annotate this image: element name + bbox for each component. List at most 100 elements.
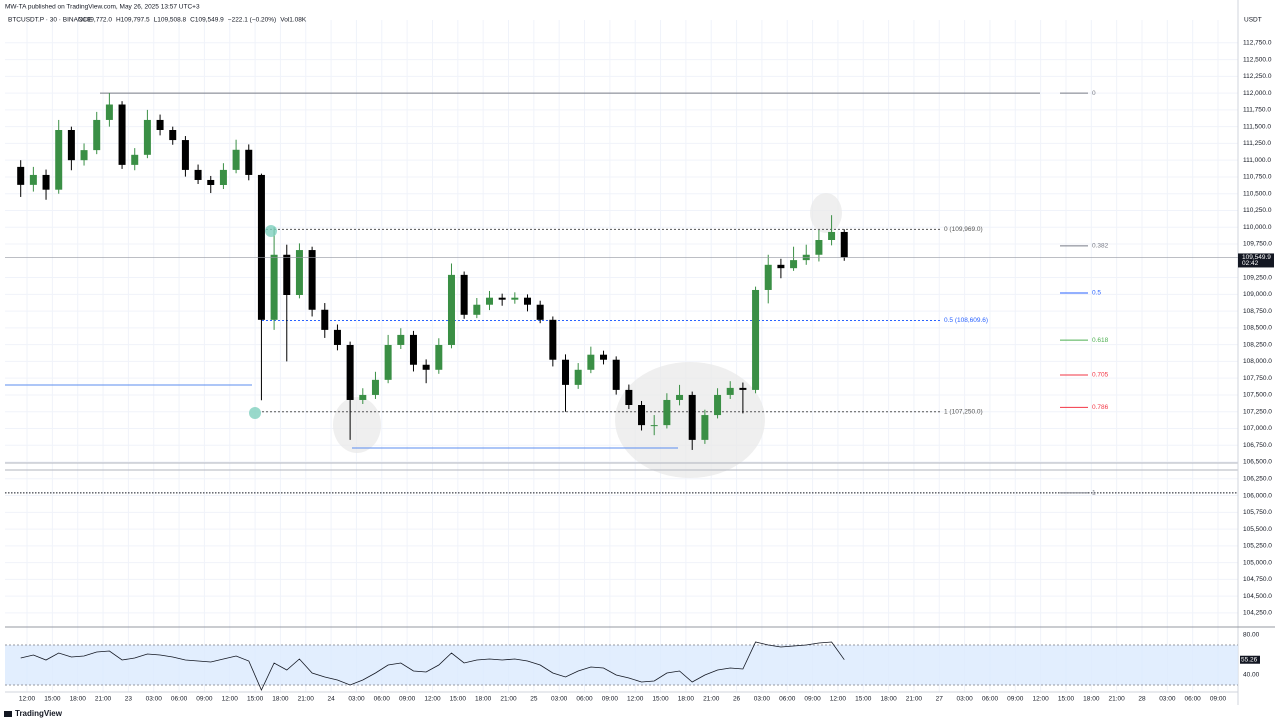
- y-tick-label: 109,750.0: [1243, 241, 1272, 248]
- x-tick-label: 18:00: [475, 696, 492, 703]
- fib-level-label: 0.705: [1092, 372, 1109, 379]
- y-tick-label: 105,500.0: [1243, 526, 1272, 533]
- candle-body: [549, 319, 557, 360]
- y-tick-label: 107,000.0: [1243, 425, 1272, 432]
- candle-body: [67, 130, 75, 161]
- candle-body: [790, 260, 798, 269]
- candle-body: [638, 405, 646, 426]
- range-level-label: 1 (107,250.0): [944, 408, 983, 415]
- axis-unit: USDT: [1244, 17, 1262, 24]
- y-tick-label: 111,750.0: [1243, 107, 1271, 114]
- y-tick-label: 110,750.0: [1243, 174, 1272, 181]
- anchor-point: [265, 225, 277, 237]
- x-tick-label: 03:00: [956, 696, 973, 703]
- candle-body: [562, 359, 570, 385]
- candle-body: [359, 394, 367, 400]
- last-price-tag: [1238, 253, 1274, 268]
- candle-body: [726, 387, 734, 395]
- candle-body: [333, 329, 341, 345]
- attribution: MW-TA published on TradingView.com, May …: [5, 4, 200, 11]
- y-tick-label: 112,500.0: [1243, 56, 1272, 63]
- x-tick-label: 21:00: [95, 696, 112, 703]
- y-tick-label: 111,500.0: [1243, 123, 1271, 130]
- y-tick-label: 110,500.0: [1243, 190, 1272, 197]
- candle-body: [232, 149, 240, 170]
- y-tick-label: 111,000.0: [1243, 157, 1271, 164]
- candle-body: [777, 264, 785, 269]
- fib-level-label: 0.618: [1092, 337, 1109, 344]
- fib-level-label: 0.786: [1092, 404, 1109, 411]
- candle-body: [257, 174, 265, 320]
- y-tick-label: 112,000.0: [1243, 90, 1272, 97]
- fib-level-label: 1: [1092, 490, 1096, 497]
- candle-body: [828, 231, 836, 240]
- y-tick-label: 104,750.0: [1243, 576, 1272, 583]
- x-tick-label: 03:00: [551, 696, 568, 703]
- candle-body: [270, 254, 278, 320]
- last-price-label: 109,549.9: [1242, 254, 1271, 261]
- rsi-tick-label: 80.00: [1243, 632, 1260, 639]
- x-tick-label: 21:00: [703, 696, 720, 703]
- candle-body: [194, 169, 202, 180]
- y-tick-label: 105,750.0: [1243, 509, 1272, 516]
- x-tick-label: 03:00: [146, 696, 163, 703]
- x-tick-label: 09:00: [1210, 696, 1227, 703]
- candle-body: [143, 119, 151, 155]
- y-tick-label: 110,000.0: [1243, 224, 1272, 231]
- y-tick-label: 106,750.0: [1243, 442, 1272, 449]
- candle-body: [321, 309, 329, 330]
- x-tick-label: 06:00: [982, 696, 999, 703]
- candle-body: [612, 359, 620, 390]
- ohlc-value: O109,772.0: [78, 17, 112, 24]
- x-tick-label: 15:00: [450, 696, 467, 703]
- candle-body: [435, 344, 443, 370]
- anchor-point: [249, 407, 261, 419]
- x-tick-label: 15:00: [247, 696, 264, 703]
- candle-body: [587, 354, 595, 370]
- candle-body: [498, 297, 506, 300]
- y-tick-label: 106,250.0: [1243, 475, 1272, 482]
- x-tick-label: 03:00: [1159, 696, 1176, 703]
- candle-body: [511, 297, 519, 300]
- ohlc-value: C109,549.9: [190, 17, 224, 24]
- marks: O109,772.0 H109,797.5 L109,508.8 C109,549.9…: [5, 17, 1274, 703]
- ohlc-value: L109,508.8: [154, 17, 187, 24]
- x-tick-label: 15:00: [1058, 696, 1075, 703]
- candle-body: [409, 334, 417, 365]
- rsi-line: [20, 641, 845, 691]
- ohlc-value: H109,797.5: [116, 17, 150, 24]
- x-tick-label: 09:00: [1007, 696, 1024, 703]
- x-tick-label: 09:00: [602, 696, 619, 703]
- x-tick-label: 06:00: [779, 696, 796, 703]
- candle-body: [840, 231, 848, 258]
- x-tick-label: 12:00: [1032, 696, 1049, 703]
- candle-body: [397, 334, 405, 345]
- y-tick-label: 110,250.0: [1243, 207, 1272, 214]
- y-tick-label: 109,000.0: [1243, 291, 1272, 298]
- candle-body: [600, 354, 608, 360]
- rsi-tick-label: 40.00: [1243, 672, 1260, 679]
- candle-body: [118, 104, 126, 165]
- candle-body: [676, 394, 684, 400]
- brand: TradingView: [15, 709, 63, 718]
- y-tick-label: 107,750.0: [1243, 375, 1272, 382]
- candle-body: [536, 304, 544, 320]
- x-tick-label: 24: [327, 696, 335, 703]
- ohlc-value: Vol1.08K: [280, 17, 307, 24]
- y-tick-label: 107,250.0: [1243, 408, 1272, 415]
- candle-body: [663, 399, 671, 426]
- fib-level-label: 0.5: [1092, 290, 1101, 297]
- x-tick-label: 09:00: [804, 696, 821, 703]
- x-tick-label: 15:00: [44, 696, 61, 703]
- x-tick-label: 06:00: [374, 696, 391, 703]
- candle-body: [752, 289, 760, 390]
- candle-body: [650, 425, 658, 427]
- candle-body: [473, 304, 481, 315]
- y-tick-label: 112,250.0: [1243, 73, 1272, 80]
- candle-body: [739, 387, 747, 390]
- candle-body: [714, 394, 722, 416]
- x-tick-label: 15:00: [652, 696, 669, 703]
- y-tick-label: 108,000.0: [1243, 358, 1272, 365]
- highlight-shape: [333, 397, 381, 453]
